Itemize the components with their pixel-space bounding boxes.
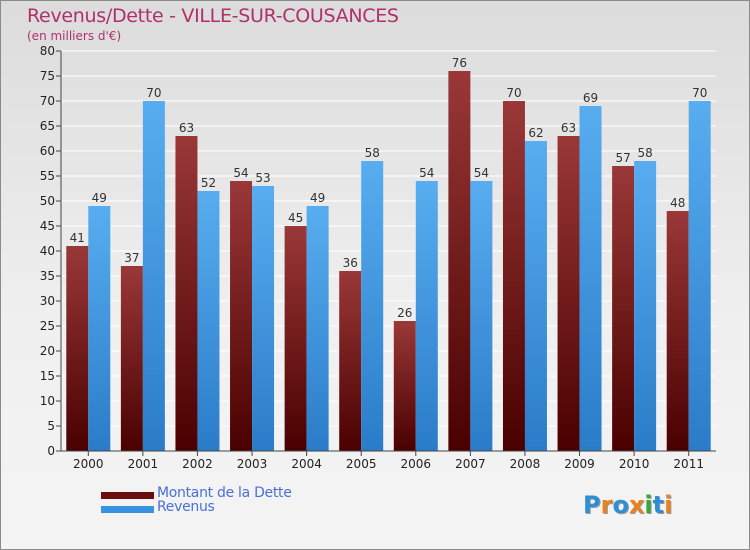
data-label-dette: 63: [561, 121, 576, 135]
x-tick-label: 2001: [128, 457, 159, 471]
x-tick-label: 2004: [291, 457, 322, 471]
x-tick-label: 2008: [510, 457, 541, 471]
bar-dette: [557, 136, 580, 451]
bar-dette: [230, 181, 253, 451]
x-tick-label: 2011: [673, 457, 704, 471]
data-label-revenus: 62: [528, 126, 543, 140]
data-label-dette: 41: [70, 231, 85, 245]
logo-letter: t: [652, 491, 665, 519]
x-tick-label: 2003: [237, 457, 268, 471]
bar-dette: [284, 226, 307, 451]
legend-swatch-revenus: [101, 506, 154, 513]
data-label-revenus: 49: [310, 191, 325, 205]
x-tick-label: 2002: [182, 457, 213, 471]
bar-revenus: [634, 161, 657, 451]
data-label-revenus: 49: [92, 191, 107, 205]
y-tick-label: 45: [40, 219, 55, 233]
data-label-revenus: 70: [692, 86, 707, 100]
bar-dette: [339, 271, 362, 451]
data-label-revenus: 54: [474, 166, 489, 180]
bar-revenus: [415, 181, 438, 451]
bar-revenus: [688, 101, 711, 451]
y-tick-label: 5: [47, 419, 55, 433]
data-label-revenus: 70: [146, 86, 161, 100]
data-label-dette: 76: [452, 56, 467, 70]
bar-dette: [448, 71, 471, 451]
bar-revenus: [252, 186, 275, 451]
logo-letter: o: [612, 491, 629, 519]
x-tick-label: 2007: [455, 457, 486, 471]
y-tick-label: 60: [40, 144, 55, 158]
data-label-dette: 57: [615, 151, 630, 165]
y-tick-label: 55: [40, 169, 55, 183]
x-tick-label: 2006: [401, 457, 432, 471]
y-tick-label: 65: [40, 119, 55, 133]
data-label-revenus: 58: [637, 146, 652, 160]
x-tick-label: 2005: [346, 457, 377, 471]
proxiti-logo: Proxiti: [583, 491, 672, 519]
legend-label-dette: Montant de la Dette: [157, 485, 292, 501]
logo-letter: i: [644, 491, 653, 519]
data-label-revenus: 54: [419, 166, 434, 180]
y-tick-label: 75: [40, 69, 55, 83]
y-tick-label: 50: [40, 194, 55, 208]
data-label-revenus: 69: [583, 91, 598, 105]
chart-subtitle: (en milliers d'€): [27, 29, 122, 43]
bar-revenus: [579, 106, 602, 451]
data-label-revenus: 52: [201, 176, 216, 190]
data-label-revenus: 58: [365, 146, 380, 160]
data-label-dette: 63: [179, 121, 194, 135]
bar-revenus: [88, 206, 111, 451]
legend-label-revenus: Revenus: [157, 499, 215, 515]
y-tick-label: 0: [47, 444, 55, 458]
bar-dette: [393, 321, 416, 451]
y-tick-label: 40: [40, 244, 55, 258]
bar-revenus: [470, 181, 493, 451]
y-tick-label: 20: [40, 344, 55, 358]
y-tick-label: 35: [40, 269, 55, 283]
bar-revenus: [361, 161, 384, 451]
bar-revenus: [142, 101, 165, 451]
y-tick-label: 10: [40, 394, 55, 408]
y-tick-label: 15: [40, 369, 55, 383]
y-tick-label: 25: [40, 319, 55, 333]
bar-revenus: [197, 191, 220, 451]
data-label-dette: 37: [124, 251, 139, 265]
bar-dette: [502, 101, 525, 451]
bar-revenus: [306, 206, 329, 451]
bar-dette: [175, 136, 198, 451]
chart-title: Revenus/Dette - VILLE-SUR-COUSANCES: [27, 5, 399, 27]
data-label-dette: 45: [288, 211, 303, 225]
y-tick-label: 80: [40, 44, 55, 58]
y-tick-label: 70: [40, 94, 55, 108]
x-tick-label: 2009: [564, 457, 595, 471]
bar-dette: [666, 211, 689, 451]
x-tick-label: 2000: [73, 457, 104, 471]
data-label-dette: 54: [233, 166, 248, 180]
y-tick-label: 30: [40, 294, 55, 308]
data-label-dette: 48: [670, 196, 685, 210]
data-label-dette: 70: [506, 86, 521, 100]
data-label-revenus: 53: [255, 171, 270, 185]
data-label-dette: 36: [343, 256, 358, 270]
legend-swatch-dette: [101, 492, 154, 499]
bar-dette: [120, 266, 143, 451]
logo-letter: r: [600, 491, 613, 519]
bar-dette: [612, 166, 635, 451]
data-label-dette: 26: [397, 306, 412, 320]
logo-letter: x: [628, 491, 645, 519]
logo-letter: P: [583, 491, 601, 519]
x-tick-label: 2010: [619, 457, 650, 471]
logo-letter: i: [664, 491, 673, 519]
bar-dette: [66, 246, 89, 451]
bar-revenus: [524, 141, 547, 451]
